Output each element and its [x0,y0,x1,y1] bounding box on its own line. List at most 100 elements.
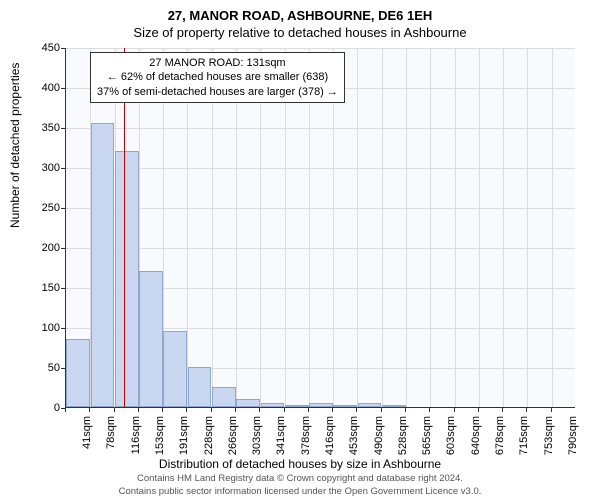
xtick-label: 78sqm [105,416,117,449]
ytick-label: 300 [24,162,60,174]
ytick-label: 450 [24,42,60,54]
xtick-label: 640sqm [470,416,482,455]
bar [309,403,333,407]
gridline-v [430,48,431,407]
ytick-label: 250 [24,202,60,214]
ytick-label: 0 [24,402,60,414]
xtick-mark [259,408,260,412]
xtick-mark [89,408,90,412]
xtick-mark [308,408,309,412]
gridline-h [66,128,575,129]
ytick-mark [61,88,65,89]
xtick-mark [138,408,139,412]
gridline-v [527,48,528,407]
bar [139,271,163,407]
bar [236,399,260,407]
bar [285,405,309,407]
footer-line-1: Contains HM Land Registry data © Crown c… [0,473,600,485]
gridline-h [66,208,575,209]
annotation-line: 27 MANOR ROAD: 131sqm [97,56,338,70]
ytick-mark [61,48,65,49]
bar [115,151,139,407]
bar [333,405,357,407]
gridline-v [455,48,456,407]
chart-title-main: 27, MANOR ROAD, ASHBOURNE, DE6 1EH [0,0,600,23]
xtick-mark [284,408,285,412]
y-axis-label: Number of detached properties [8,63,22,228]
footer-line-2: Contains public sector information licen… [0,486,600,498]
chart-title-sub: Size of property relative to detached ho… [0,23,600,40]
xtick-label: 378sqm [300,416,312,455]
xtick-mark [526,408,527,412]
xtick-mark [454,408,455,412]
gridline-v [406,48,407,407]
ytick-label: 350 [24,122,60,134]
xtick-label: 266sqm [227,416,239,455]
gridline-h [66,168,575,169]
footer-credits: Contains HM Land Registry data © Crown c… [0,473,600,498]
xtick-label: 303sqm [251,416,263,455]
annotation-line: 37% of semi-detached houses are larger (… [97,85,338,99]
annotation-box: 27 MANOR ROAD: 131sqm← 62% of detached h… [90,52,345,103]
bar [382,405,406,407]
xtick-label: 116sqm [130,416,142,454]
xtick-mark [551,408,552,412]
xtick-label: 228sqm [203,416,215,455]
ytick-label: 200 [24,242,60,254]
ytick-label: 50 [24,362,60,374]
gridline-v [479,48,480,407]
ytick-label: 100 [24,322,60,334]
xtick-mark [65,408,66,412]
xtick-label: 715sqm [518,416,530,455]
bar [358,403,382,407]
bar [261,403,285,407]
xtick-label: 603sqm [445,416,457,455]
xtick-label: 153sqm [154,416,166,455]
xtick-label: 790sqm [567,416,579,455]
xtick-mark [162,408,163,412]
ytick-label: 400 [24,82,60,94]
xtick-label: 528sqm [397,416,409,455]
gridline-h [66,248,575,249]
xtick-label: 41sqm [81,416,93,449]
xtick-mark [235,408,236,412]
ytick-mark [61,288,65,289]
xtick-mark [405,408,406,412]
gridline-v [503,48,504,407]
bar [66,339,90,407]
xtick-label: 453sqm [348,416,360,455]
xtick-mark [502,408,503,412]
xtick-mark [356,408,357,412]
x-axis-label: Distribution of detached houses by size … [0,457,600,471]
xtick-label: 191sqm [178,416,190,455]
xtick-label: 341sqm [275,416,287,455]
xtick-label: 565sqm [421,416,433,455]
xtick-mark [186,408,187,412]
xtick-mark [429,408,430,412]
xtick-label: 678sqm [494,416,506,455]
bar [212,387,236,407]
xtick-label: 753sqm [543,416,555,455]
ytick-mark [61,208,65,209]
xtick-mark [381,408,382,412]
ytick-mark [61,368,65,369]
xtick-mark [211,408,212,412]
gridline-h [66,48,575,49]
bar [188,367,212,407]
ytick-mark [61,168,65,169]
bar [163,331,187,407]
gridline-v [382,48,383,407]
xtick-mark [478,408,479,412]
xtick-mark [114,408,115,412]
xtick-mark [332,408,333,412]
ytick-mark [61,128,65,129]
ytick-mark [61,248,65,249]
xtick-label: 490sqm [373,416,385,455]
xtick-label: 416sqm [324,416,336,455]
ytick-label: 150 [24,282,60,294]
bar [91,123,115,407]
ytick-mark [61,328,65,329]
gridline-v [552,48,553,407]
gridline-v [357,48,358,407]
annotation-line: ← 62% of detached houses are smaller (63… [97,70,338,84]
